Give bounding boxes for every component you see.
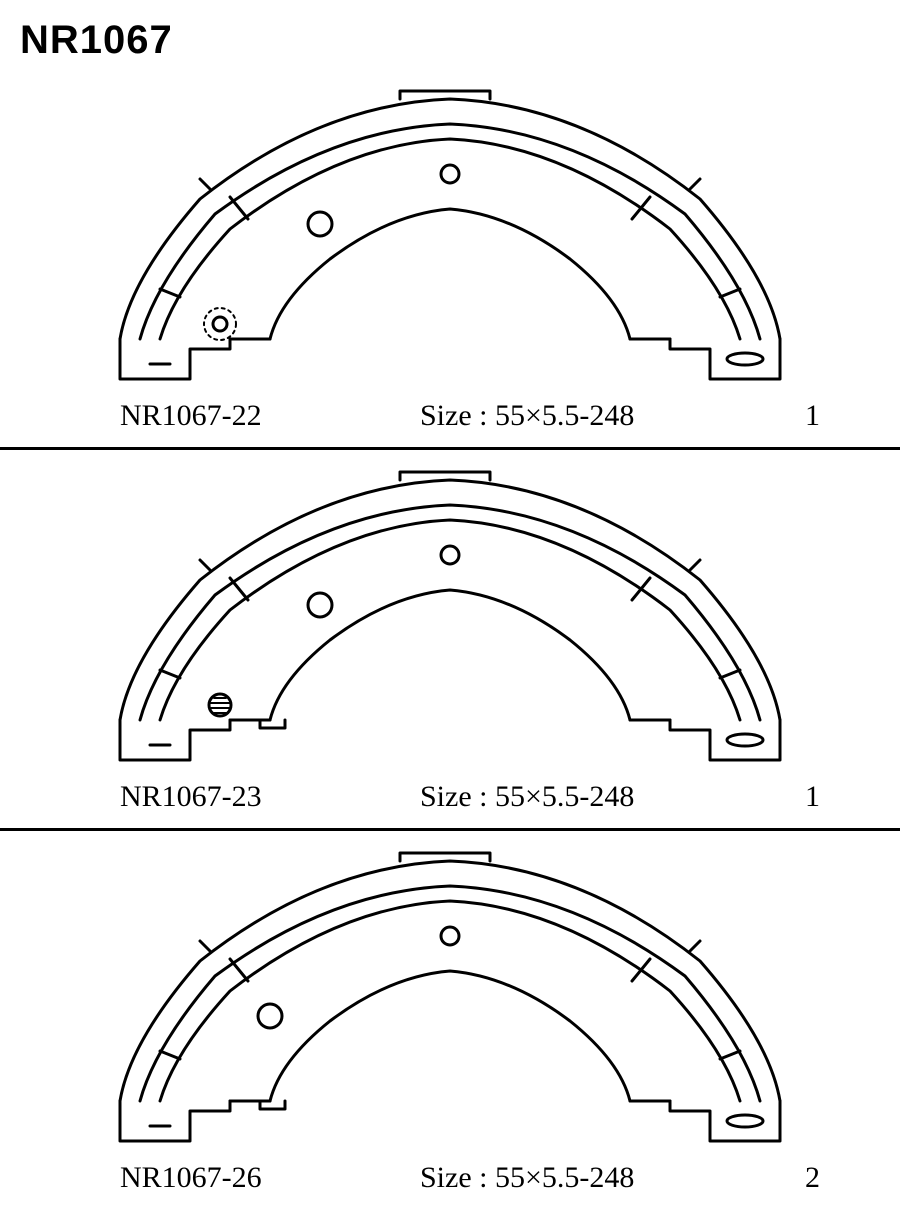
- part-number: NR1067-22: [120, 399, 420, 433]
- size-label: Size : 55×5.5-248: [420, 780, 780, 814]
- qty-value: 1: [780, 399, 820, 433]
- size-key: Size: [420, 780, 472, 813]
- size-colon: :: [479, 780, 495, 813]
- size-label: Size : 55×5.5-248: [420, 399, 780, 433]
- part-number: NR1067-23: [120, 780, 420, 814]
- part-number: NR1067-26: [120, 1161, 420, 1195]
- size-value: 55×5.5-248: [495, 780, 634, 813]
- panel-2: NR1067-23 Size : 55×5.5-248 1: [0, 450, 900, 831]
- page-title: NR1067: [0, 18, 900, 63]
- qty-value: 2: [780, 1161, 820, 1195]
- panel-1: NR1067-22 Size : 55×5.5-248 1: [0, 69, 900, 450]
- size-value: 55×5.5-248: [495, 399, 634, 432]
- size-colon: :: [479, 399, 495, 432]
- size-key: Size: [420, 1161, 472, 1194]
- size-key: Size: [420, 399, 472, 432]
- size-value: 55×5.5-248: [495, 1161, 634, 1194]
- panel-3: NR1067-26 Size : 55×5.5-248 2: [0, 831, 900, 1209]
- qty-value: 1: [780, 780, 820, 814]
- brake-shoe-drawing-2: [60, 470, 840, 770]
- brake-shoe-drawing-1: [60, 89, 840, 389]
- brake-shoe-drawing-3: [60, 851, 840, 1151]
- size-colon: :: [479, 1161, 495, 1194]
- size-label: Size : 55×5.5-248: [420, 1161, 780, 1195]
